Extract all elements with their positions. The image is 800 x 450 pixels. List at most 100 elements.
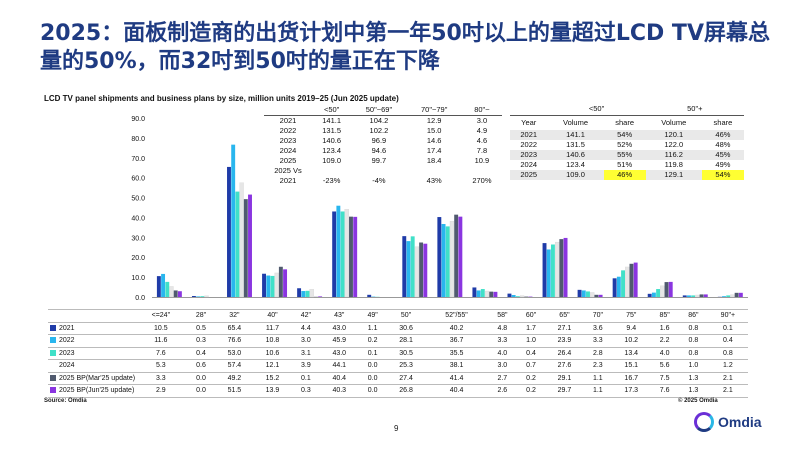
table2-cell: 2024 xyxy=(520,159,538,169)
omdia-logo-text: Omdia xyxy=(718,414,762,430)
data-value: 0.8 xyxy=(679,321,708,335)
data-value: 0.8 xyxy=(679,346,708,360)
data-value: 2.1 xyxy=(707,371,748,385)
table1-cell: 2025 Vs xyxy=(274,166,302,175)
series-label-cell: 2023 xyxy=(48,346,136,360)
bar xyxy=(493,291,498,297)
bar xyxy=(156,276,161,297)
legend-swatch xyxy=(50,387,56,394)
data-value: 0.2 xyxy=(358,334,388,347)
data-value: 3.1 xyxy=(291,346,321,360)
table2-cell: 131.5 xyxy=(566,139,585,149)
bar xyxy=(367,294,372,297)
bar xyxy=(726,295,731,297)
table-row: 2025 109.0 99.7 18.4 10.9 xyxy=(264,156,502,166)
table2-cell: 54% xyxy=(603,129,646,140)
data-value: 4.0 xyxy=(650,346,679,360)
bar xyxy=(722,296,726,297)
data-value: 0.0 xyxy=(186,384,216,398)
data-value: 0.4 xyxy=(707,334,748,347)
legend-swatch xyxy=(50,362,56,369)
table1-cell: 140.6 xyxy=(322,136,342,145)
data-value: 53.0 xyxy=(215,346,254,360)
data-value: 0.1 xyxy=(291,371,321,385)
legend-swatch xyxy=(50,349,56,356)
bar xyxy=(594,294,599,297)
data-value: 2.1 xyxy=(707,384,748,398)
bar xyxy=(200,296,205,297)
data-value: 0.4 xyxy=(516,346,546,360)
bar xyxy=(406,241,411,297)
category-label: 50" xyxy=(387,309,426,322)
data-value: 1.1 xyxy=(583,384,613,398)
bar xyxy=(165,281,170,297)
y-tick-label: 40.0 xyxy=(131,215,145,222)
data-value: 40.2 xyxy=(425,321,488,335)
data-value: 1.3 xyxy=(679,384,708,398)
bar xyxy=(441,224,446,297)
bar xyxy=(515,296,520,297)
table-row: 2021 141.1 104.2 12.9 3.0 xyxy=(264,116,502,127)
bar xyxy=(476,290,481,297)
table1-cell: 2021 xyxy=(279,116,297,125)
series-name: 2025 BP(Mar'25 update) xyxy=(59,374,136,382)
table2-cell: 116.2 xyxy=(645,149,702,160)
bar xyxy=(454,214,459,297)
data-value: 27.4 xyxy=(387,371,426,385)
data-value: 4.4 xyxy=(291,321,321,335)
data-value: 13.9 xyxy=(253,384,292,398)
page-title: 2025：面板制造商的出货计划中第一年50吋以上的量超过LCD TV屏幕总量的5… xyxy=(40,21,770,74)
table-row: 2023 7.6 0.4 53.0 10.6 3.1 43.0 0.1 30.5 35.5 4.0 0… xyxy=(48,346,748,360)
bar xyxy=(687,295,691,297)
data-value: 10.5 xyxy=(135,321,187,335)
table1-cell: 7.8 xyxy=(476,146,488,155)
data-value: 1.2 xyxy=(707,359,748,372)
table2-cell: 109.0 xyxy=(547,169,604,180)
y-tick-label: 0.0 xyxy=(135,295,145,302)
bar xyxy=(336,205,341,297)
table1-cell xyxy=(312,166,351,176)
bar xyxy=(660,285,665,298)
table2-cell: 49% xyxy=(715,159,731,169)
bar xyxy=(340,211,345,297)
y-tick-label: 60.0 xyxy=(131,176,145,183)
data-value: 65.4 xyxy=(215,321,254,335)
table2-group-under50: <50" xyxy=(547,104,646,116)
bar xyxy=(274,272,279,298)
series-label-cell: 2024 xyxy=(48,359,136,372)
bar xyxy=(612,278,617,297)
table1-cell: 3.0 xyxy=(476,116,488,125)
bar xyxy=(507,293,512,297)
table-row: 2022 131.5 102.2 15.0 4.9 xyxy=(264,126,502,136)
bar xyxy=(173,290,178,297)
table2-cell: 51% xyxy=(617,159,633,169)
y-tick-label: 70.0 xyxy=(131,156,145,163)
data-value: 0.2 xyxy=(516,384,546,398)
table1-cell: 102.2 xyxy=(369,126,389,135)
data-value: 27.6 xyxy=(545,359,584,372)
bar xyxy=(196,296,201,297)
data-value: 1.7 xyxy=(516,321,546,335)
data-value: 1.6 xyxy=(650,321,679,335)
table1-cell: 4.9 xyxy=(476,126,488,135)
table2-cell: 141.1 xyxy=(547,129,604,140)
data-value: 0.0 xyxy=(358,384,388,398)
bar xyxy=(353,216,358,297)
data-value: 0.7 xyxy=(516,359,546,372)
data-value: 1.1 xyxy=(358,321,388,335)
category-label: 58" xyxy=(487,309,517,322)
bar xyxy=(262,273,266,297)
data-value: 11.7 xyxy=(253,321,292,335)
data-value: 49.2 xyxy=(215,371,254,385)
table-row: 2024 123.4 51% 119.8 49% xyxy=(510,160,744,170)
bar xyxy=(449,221,455,298)
data-value: 3.3 xyxy=(583,334,613,347)
bar xyxy=(590,292,595,298)
bar xyxy=(227,166,231,297)
bar xyxy=(703,294,708,297)
table1-cell xyxy=(351,166,406,176)
bar xyxy=(445,226,450,297)
bar xyxy=(668,281,673,297)
data-value: 13.4 xyxy=(612,346,651,360)
bar xyxy=(581,290,586,297)
